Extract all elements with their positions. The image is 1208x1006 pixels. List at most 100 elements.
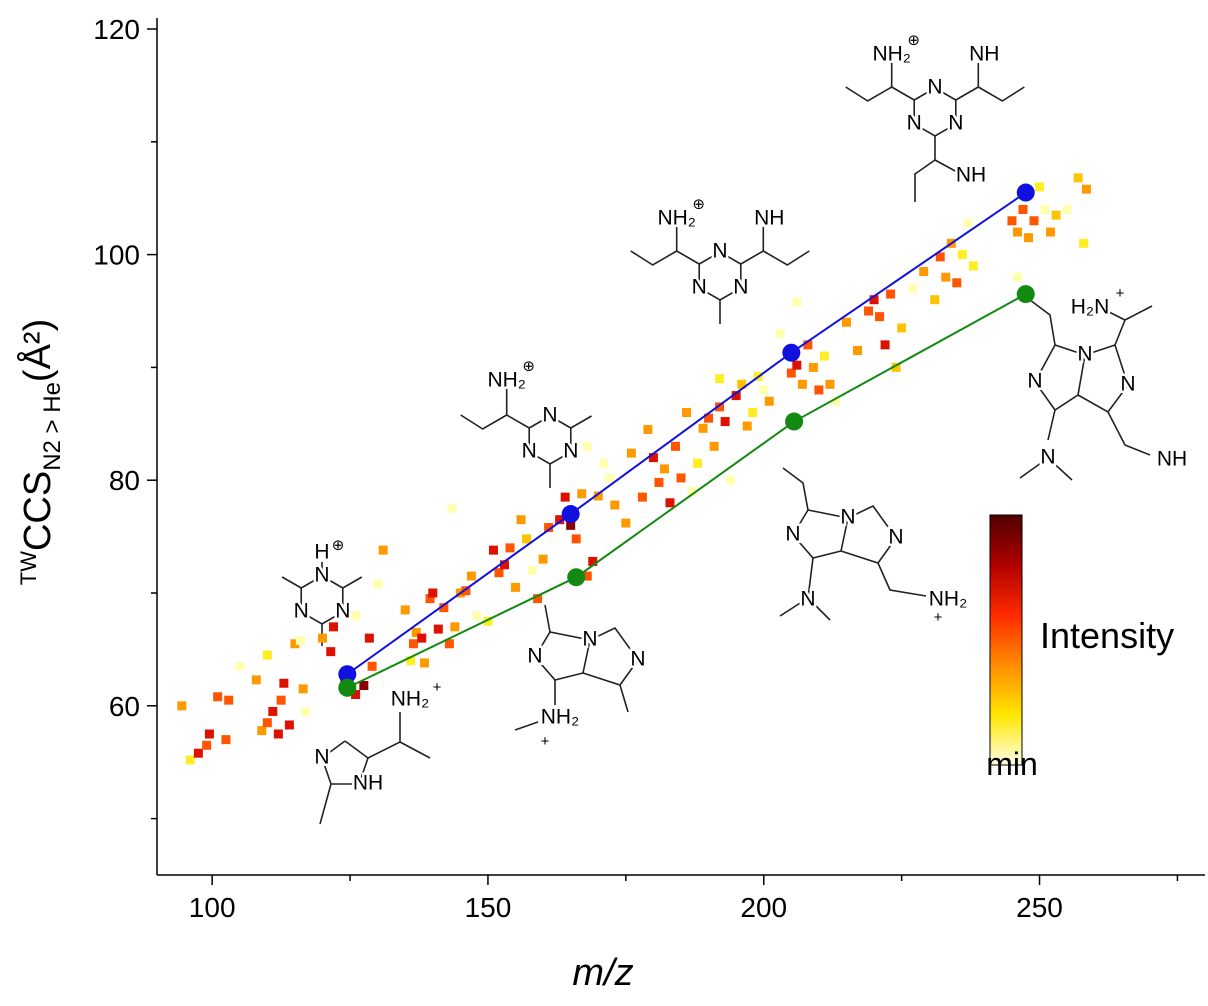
bond [1107,411,1151,456]
scatter-point [560,492,570,502]
y-tick-label: 80 [109,465,140,496]
scatter-point [643,424,653,434]
scatter-point [235,661,245,671]
scatter-point [1073,173,1083,183]
bond [914,159,936,202]
scatter-point [417,633,427,643]
scatter-point [251,675,261,685]
bond [1104,309,1126,321]
atom-label: H [314,541,329,564]
scatter-point [185,755,195,765]
atom-label: N [294,600,309,623]
scatter-point [952,278,962,288]
scatter-point [505,543,515,553]
scatter-point [221,735,231,745]
scatter-point [466,571,476,581]
scatter-point [298,684,308,694]
charge-label: ⊕ [332,537,345,554]
scatter-point [731,391,741,401]
atom-label: N [527,645,542,668]
scatter-point [317,633,327,643]
scatter-point [715,402,725,412]
scatter-point [351,690,361,700]
scatter-point [825,379,835,389]
scatter-point [792,360,802,370]
plot-area [177,173,1091,765]
bond [1019,457,1049,479]
scatter-point [676,473,686,483]
bond [281,576,302,589]
atom-label: N [785,523,800,546]
bond [807,597,831,621]
scatter-point [1012,227,1022,237]
bond [1047,457,1073,481]
atom-label: N [800,588,815,611]
scatter-point [516,515,526,525]
scatter-point [1040,204,1050,214]
scatter-point [682,408,692,418]
bond [955,86,979,101]
bond [1124,305,1153,321]
scatter-point [301,706,311,716]
charge-label: + [541,733,550,750]
x-tick-label: 200 [740,892,787,923]
scatter-point [604,473,614,483]
atom-label: N [907,112,922,135]
atom-label: N [630,648,645,671]
scatter-point [400,605,410,615]
atom-label: NH₂ [487,369,525,392]
scatter-point [1062,204,1072,214]
scatter-point [786,368,796,378]
atom-label: N [840,506,855,529]
scatter-point [919,267,929,277]
atom-label: NH₂ [929,588,967,611]
scatter-point [930,295,940,305]
bond [792,509,849,559]
scatter-point [869,295,879,305]
scatter-point [897,323,907,333]
atom-label: N [927,76,942,99]
bond [460,414,508,430]
scatter-point [853,345,863,355]
atom-label: NH₂ [657,207,695,230]
bond [321,740,369,785]
scatter-point [373,579,383,589]
scatter-point [378,545,388,555]
scatter-point [748,408,758,418]
bond [582,626,639,686]
charge-label: ⊕ [907,32,920,49]
scatter-point [257,726,267,736]
atom-label: NH₂ [391,688,429,711]
bond [1047,409,1056,441]
scatter-point [367,661,377,671]
colorbar-label: Intensity [1040,615,1174,656]
scatter-point [957,250,967,260]
scatter-point [726,475,736,485]
atom-label: N [888,526,903,549]
bond [891,86,915,101]
scatter-point [693,458,703,468]
trend-point [1016,183,1035,202]
scatter-point [659,464,669,474]
scatter-point [351,611,361,621]
atom-label: NH [956,164,986,187]
scatter-point [797,379,807,389]
bond [399,741,431,759]
atom-label: N [1027,370,1042,393]
y-tick-label: 60 [109,691,140,722]
scatter-point [1046,227,1056,237]
scatter-point [1035,182,1045,192]
atom-label: N [335,600,350,623]
bond [342,576,363,589]
scatter-point [406,656,416,666]
x-tick-label: 100 [189,892,236,923]
scatter-point [577,489,587,499]
scatter-point [670,441,680,451]
scatter-point [295,635,305,645]
x-tick-label: 150 [465,892,512,923]
scatter-point [444,639,454,649]
atom-label: N [712,240,727,263]
y-label-sub: N2 > He [39,382,66,471]
scatter-point [1012,272,1022,282]
scatter-point [472,611,482,621]
